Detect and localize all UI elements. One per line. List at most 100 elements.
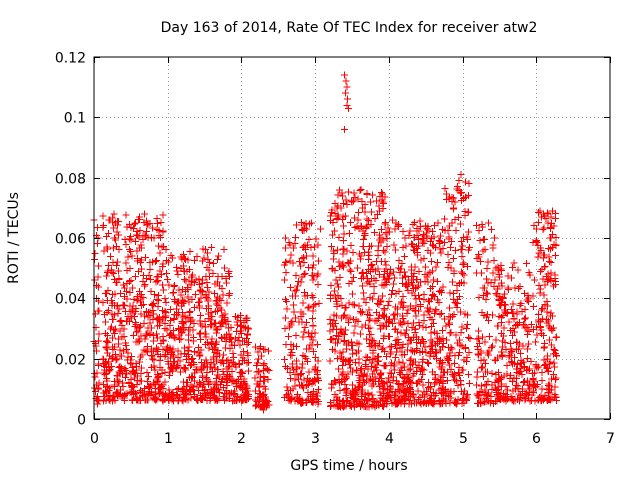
data-point <box>131 220 139 228</box>
data-point <box>145 383 153 391</box>
data-point <box>446 304 454 312</box>
data-point <box>135 288 143 296</box>
data-point <box>199 245 207 253</box>
data-point <box>245 358 253 366</box>
data-point <box>494 354 502 362</box>
data-point <box>286 241 294 249</box>
data-point <box>291 240 299 248</box>
data-point <box>260 361 268 369</box>
data-point <box>116 290 124 298</box>
data-point <box>220 245 228 253</box>
data-point <box>182 390 190 398</box>
data-point <box>459 259 467 267</box>
data-point <box>174 347 182 355</box>
data-point <box>326 357 334 365</box>
data-point <box>452 399 460 407</box>
data-point <box>441 215 449 223</box>
data-point <box>256 345 264 353</box>
data-point <box>122 339 130 347</box>
data-point <box>237 383 245 391</box>
data-point <box>305 345 313 353</box>
data-point <box>343 201 351 209</box>
data-point <box>437 384 445 392</box>
data-point <box>130 391 138 399</box>
data-point <box>362 356 370 364</box>
data-point <box>404 286 412 294</box>
data-point <box>509 332 517 340</box>
data-point <box>193 382 201 390</box>
data-point <box>212 326 220 334</box>
x-tick-label: 7 <box>606 431 615 447</box>
data-point <box>341 386 349 394</box>
data-point <box>379 198 387 206</box>
data-point <box>158 243 166 251</box>
data-point <box>292 365 300 373</box>
data-point <box>134 338 142 346</box>
data-point <box>424 223 432 231</box>
data-point <box>161 369 169 376</box>
data-point <box>540 251 548 259</box>
data-point <box>541 361 549 369</box>
data-point <box>202 333 210 341</box>
data-point <box>108 301 116 309</box>
data-point <box>391 315 399 323</box>
data-point <box>400 399 408 407</box>
data-point <box>370 282 378 290</box>
data-point <box>308 329 316 337</box>
data-point <box>427 295 435 303</box>
data-point <box>287 319 295 327</box>
data-point <box>444 356 452 364</box>
data-point <box>399 359 407 367</box>
data-point <box>414 282 422 290</box>
data-point <box>429 242 437 250</box>
data-point <box>371 229 379 237</box>
data-point <box>203 249 211 257</box>
data-point <box>385 374 393 382</box>
data-points <box>90 71 561 414</box>
data-point <box>302 252 310 260</box>
data-point <box>241 380 249 388</box>
data-point <box>398 260 406 268</box>
data-point <box>458 238 466 246</box>
data-point <box>104 349 112 357</box>
data-point <box>516 301 524 309</box>
data-point <box>413 275 421 283</box>
data-point <box>376 388 384 396</box>
data-point <box>353 390 361 398</box>
x-tick-label: 1 <box>164 431 173 447</box>
data-point <box>502 382 510 390</box>
data-point <box>477 356 485 364</box>
data-point <box>479 398 487 406</box>
data-point <box>510 315 518 323</box>
data-point <box>378 281 386 289</box>
data-point <box>343 83 351 91</box>
data-point <box>118 370 126 378</box>
data-point <box>190 320 198 328</box>
data-point <box>308 271 316 279</box>
data-point <box>415 362 423 370</box>
data-point <box>305 236 313 244</box>
data-point <box>394 328 402 336</box>
data-point <box>293 282 301 290</box>
data-point <box>314 270 322 278</box>
data-point <box>293 371 301 379</box>
data-point <box>148 352 156 360</box>
data-point <box>311 329 319 337</box>
data-point <box>150 234 158 242</box>
data-point <box>338 301 346 309</box>
x-tick-label: 6 <box>532 431 541 447</box>
data-point <box>392 246 400 254</box>
data-point <box>132 272 140 280</box>
data-point <box>123 223 131 231</box>
data-point <box>389 216 397 224</box>
data-point <box>508 347 516 355</box>
data-point <box>506 327 514 335</box>
data-point <box>504 272 512 280</box>
data-point <box>312 235 320 243</box>
data-point <box>416 321 424 329</box>
data-point <box>292 272 300 280</box>
data-point <box>330 401 338 409</box>
data-point <box>512 365 520 373</box>
data-point <box>527 320 535 328</box>
data-point <box>194 396 202 404</box>
